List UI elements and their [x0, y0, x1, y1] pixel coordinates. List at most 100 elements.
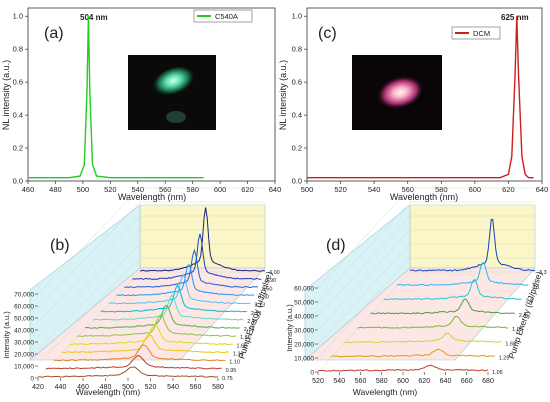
y-tick-label: 0.8 [13, 45, 23, 54]
x-tick-label: 500 [301, 185, 314, 194]
spectrum-line-2 [53, 344, 226, 362]
x-tick-label: 500 [77, 185, 90, 194]
panel-b-x-axis-title: Wavelength (nm) [76, 387, 141, 397]
y-tick-label: 30,000 [294, 328, 314, 335]
x-tick-label: 480 [100, 384, 112, 391]
spectrum-line-7 [92, 294, 244, 321]
y-tick-label: 60,000 [14, 304, 34, 311]
left-wall-gridline [317, 257, 411, 359]
spectrum-line-6 [396, 262, 529, 286]
x-tick-label: 540 [368, 185, 381, 194]
z-tick-label: 3.13 [255, 303, 266, 309]
panel-b-floor [29, 267, 266, 361]
x-tick-label: 560 [401, 185, 414, 194]
x-tick-label: 620 [241, 185, 254, 194]
left-wall-gridline [317, 215, 411, 317]
y-tick-label: 40,000 [294, 314, 314, 321]
z-tick-label: 1.93 [512, 327, 523, 333]
spectrum-line-12 [132, 233, 262, 280]
panel-d-y-axis-title: Intensity (a.u.) [285, 304, 294, 352]
spectrum-line-0 [38, 366, 219, 378]
panel-d: 520 540 560 580 600 620 640 660 680 0 10,000 20,000… [285, 187, 547, 397]
left-wall-gridline [37, 229, 141, 337]
spectrum-line-5 [77, 314, 237, 337]
y-tick-label: 0 [30, 376, 34, 383]
z-tick-label: 1.25 [499, 356, 510, 362]
panel-a-label: (a) [44, 25, 64, 42]
z-tick-label: 2.4 [519, 313, 527, 319]
z-tick-label: 1.86 [240, 335, 251, 341]
panel-c-legend-label: DCM [473, 29, 490, 38]
panel-a-legend-label: C540A [215, 12, 238, 21]
z-tick-label: 3.1 [532, 284, 540, 290]
panel-d-back-wall [409, 204, 536, 269]
x-tick-label: 540 [167, 384, 179, 391]
z-tick-label: 4.00 [269, 270, 280, 276]
x-tick-label: 580 [435, 185, 448, 194]
z-tick-label: 1.33 [233, 352, 244, 358]
left-wall-gridline [317, 229, 411, 331]
panel-a-inset-photo [128, 55, 216, 130]
z-tick-label: 3.3 [539, 270, 547, 276]
z-tick-label: 2.91 [251, 311, 262, 317]
x-tick-label: 660 [461, 378, 473, 385]
spectrum-line-2 [344, 332, 502, 344]
spectrum-line-10 [116, 263, 255, 297]
panel-b-label: (b) [50, 237, 70, 254]
x-tick-label: 640 [269, 185, 282, 194]
panel-c: (c) DCM 625 nm 500 520 540 560 580 600 620 640 0… [278, 7, 548, 202]
spectrum-line-3 [61, 333, 229, 354]
panel-c-peak-label: 625 nm [501, 13, 529, 22]
x-tick-label: 520 [334, 185, 347, 194]
z-tick-label: 2.8 [526, 299, 534, 305]
y-tick-label: 20,000 [294, 342, 314, 349]
x-tick-label: 440 [55, 384, 67, 391]
x-tick-label: 620 [502, 185, 515, 194]
x-tick-label: 580 [186, 185, 199, 194]
spectrum-line-7 [409, 218, 536, 272]
panel-c-inset-photo [352, 55, 442, 130]
y-tick-label: 1.0 [292, 12, 302, 21]
series-line-dcm [307, 16, 534, 179]
y-tick-label: 0.4 [13, 111, 23, 120]
x-tick-label: 560 [355, 378, 367, 385]
z-tick-label: 1.10 [229, 360, 240, 366]
series-line-c540a [28, 16, 204, 179]
y-tick-label: 0 [310, 370, 314, 377]
panel-a-peak-label: 504 nm [80, 13, 108, 22]
z-tick-label: 1.66 [236, 343, 247, 349]
left-wall-gridline [37, 243, 141, 351]
x-tick-label: 600 [214, 185, 227, 194]
x-tick-label: 520 [145, 384, 157, 391]
y-tick-label: 0.2 [292, 144, 302, 153]
x-tick-label: 520 [312, 378, 324, 385]
y-tick-label: 0.2 [13, 144, 23, 153]
x-tick-label: 540 [132, 185, 145, 194]
y-tick-label: 0.4 [292, 111, 302, 120]
panel-c-y-axis-title: NL intensity (a.u.) [278, 60, 288, 130]
left-wall-gridline [37, 187, 141, 295]
x-tick-label: 420 [32, 384, 44, 391]
y-tick-label: 10,000 [294, 356, 314, 363]
x-tick-label: 600 [469, 185, 482, 194]
spectrum-line-3 [357, 315, 509, 329]
y-tick-label: 0.8 [292, 45, 302, 54]
panel-c-label: (c) [318, 25, 337, 42]
x-tick-label: 500 [122, 384, 134, 391]
panel-d-label: (d) [326, 237, 346, 254]
z-tick-label: 1.65 [505, 341, 516, 347]
panel-a-x-axis-title: Wavelength (nm) [118, 192, 186, 202]
y-tick-label: 10,000 [14, 364, 34, 371]
panel-c-legend: DCM [451, 26, 501, 40]
panel-d-x-axis-title: Wavelength (nm) [353, 387, 418, 397]
z-tick-label: 3.90 [265, 278, 276, 284]
spectrum-line-11 [124, 248, 258, 289]
x-tick-label: 620 [418, 378, 430, 385]
left-wall-gridline [317, 201, 411, 303]
spectrum-line-4 [69, 323, 233, 346]
x-tick-label: 460 [77, 384, 89, 391]
left-wall-gridline [37, 201, 141, 309]
spectrum-line-4 [370, 298, 515, 315]
left-wall-gridline [37, 215, 141, 323]
